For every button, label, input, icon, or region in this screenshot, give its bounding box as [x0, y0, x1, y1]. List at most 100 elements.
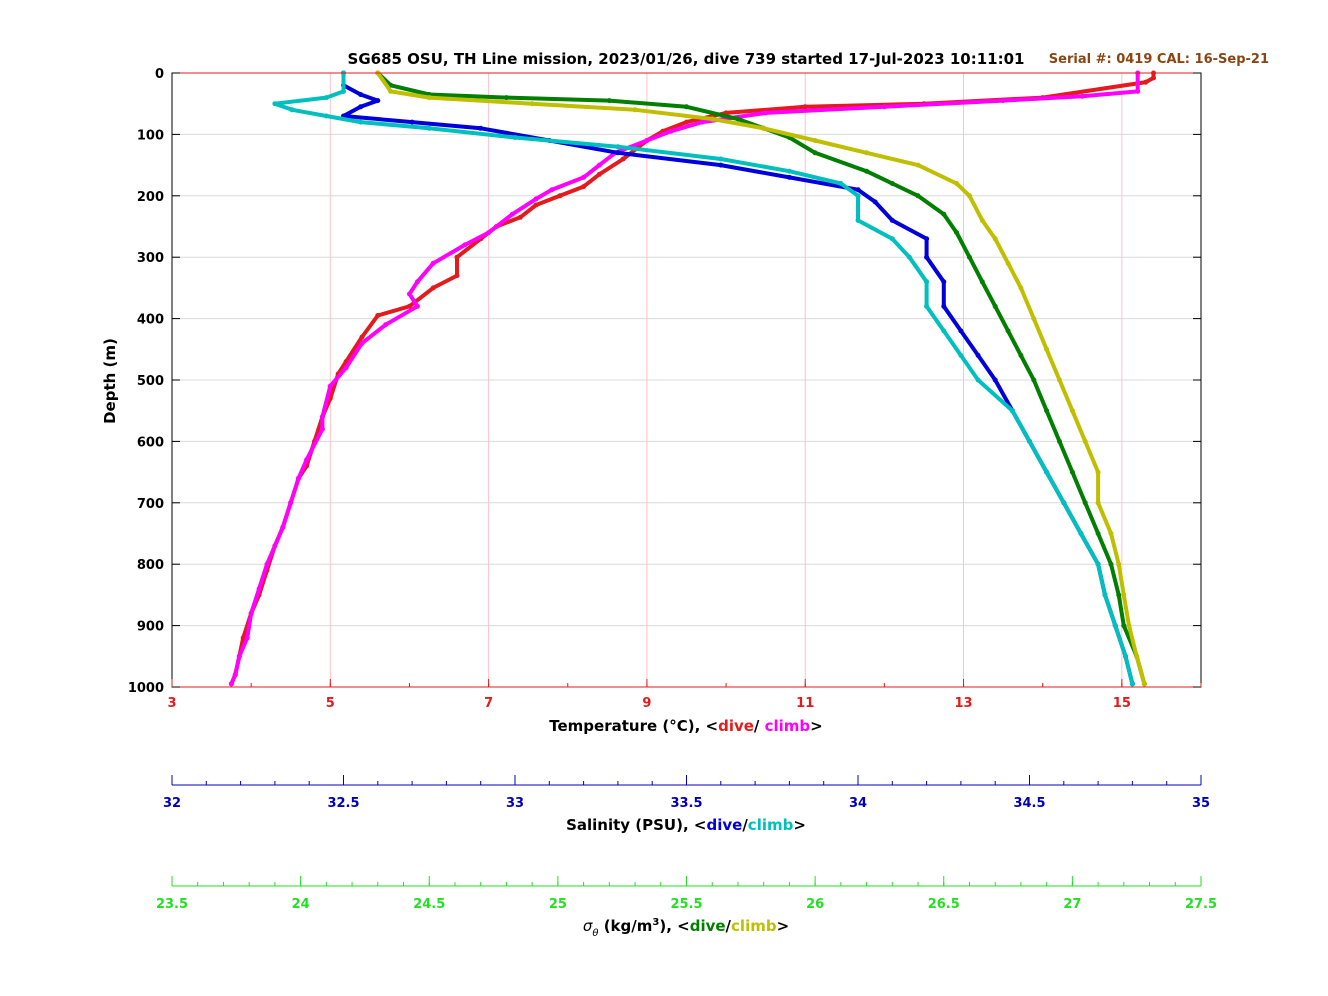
depth-tick-label: 700	[137, 497, 164, 512]
temperature-tick-label: 9	[642, 696, 651, 711]
salinity-sal_dive-point	[478, 125, 484, 131]
temperature-temp_climb-point	[668, 128, 674, 134]
temperature-temp_dive-point	[454, 273, 460, 279]
density-sig_dive-point	[1108, 561, 1114, 567]
density-sig_climb-point	[1095, 469, 1101, 475]
temperature-temp_climb-point	[264, 561, 270, 567]
temperature-temp_dive-point	[802, 104, 808, 110]
temperature-temp_dive-line	[229, 71, 1156, 686]
salinity-sal_climb-point	[924, 303, 930, 309]
salinity-sal_climb-point	[272, 101, 278, 107]
density-sig_climb-point	[992, 236, 998, 242]
salinity-sal_dive-line	[341, 71, 1135, 686]
salinity-sal_dive-point	[718, 162, 724, 168]
temperature-temp_dive-point	[684, 119, 689, 125]
density-sig_dive-point	[1044, 408, 1050, 414]
density-sig_dive-point	[889, 181, 895, 186]
temperature-temp_dive-point	[359, 334, 365, 340]
temperature-temp_climb-point	[430, 260, 436, 266]
salinity-sal_climb-point	[1078, 531, 1084, 536]
temperature-temp_climb-point	[462, 242, 468, 248]
temperature-temp_climb-point	[1079, 93, 1085, 99]
salinity-sal_dive-point	[615, 150, 621, 156]
temperature-temp_dive-point	[581, 184, 587, 190]
serial-label: Serial #: 0419 CAL: 16-Sep-21	[1049, 52, 1269, 67]
temperature-temp_dive-point	[557, 193, 563, 199]
temperature-temp_climb-point	[288, 500, 294, 506]
density-sig_climb-point	[1057, 377, 1062, 383]
density-sig_climb-point	[1044, 346, 1050, 352]
salinity-sal_climb-point	[615, 144, 621, 150]
salinity-sal_climb-point	[1027, 438, 1032, 444]
temperature-temp_dive-point	[430, 285, 436, 291]
density-sig_dive-point	[941, 211, 947, 217]
salinity-sal_climb-point	[855, 193, 861, 199]
salinity-sal_climb-point	[1061, 500, 1067, 506]
salinity-sal_climb-point	[323, 113, 329, 119]
y-axis-label: Depth (m)	[101, 338, 119, 424]
density-sig_climb-point	[632, 107, 638, 113]
salinity-tick-label: 34.5	[1013, 796, 1045, 811]
depth-tick-label: 100	[137, 128, 164, 143]
temperature-temp_climb-point	[319, 414, 325, 420]
temperature-temp_climb-point	[248, 610, 254, 616]
density-sig_climb-point	[1031, 316, 1037, 322]
density-sig_climb-point	[1141, 681, 1147, 687]
density-tick-label: 27	[1063, 897, 1081, 912]
salinity-sal_climb-point	[924, 279, 930, 285]
salinity-sal_climb-point	[1112, 623, 1118, 629]
temperature-temp_climb-point	[881, 104, 887, 110]
density-sig_dive-point	[503, 95, 509, 101]
temperature-temp_climb-point	[699, 119, 705, 125]
depth-tick-label: 400	[137, 313, 164, 328]
temperature-temp_climb-point	[644, 138, 650, 143]
salinity-sal_climb-point	[1009, 408, 1015, 414]
salinity-tick-label: 34	[849, 796, 867, 811]
temperature-temp_climb-point	[304, 457, 310, 463]
density-tick-label: 27.5	[1185, 897, 1217, 912]
temperature-temp_dive-point	[620, 156, 626, 162]
salinity-sal_climb-point	[358, 119, 364, 125]
temperature-temp_dive-point	[407, 303, 412, 309]
density-sig_climb-point	[954, 181, 960, 186]
temperature-temp_climb-point	[1135, 88, 1141, 94]
density-sig_dive-point	[915, 193, 921, 199]
density-tick-label: 26	[806, 897, 824, 912]
salinity-sal_dive-point	[358, 92, 364, 97]
density-sig_climb-point	[709, 116, 715, 122]
salinity-sal_dive-point	[358, 104, 364, 110]
density-sig_climb-point	[1018, 285, 1024, 291]
density-sig_dive-point	[967, 254, 972, 260]
salinity-sal_climb-point	[289, 107, 295, 113]
salinity-sal_dive-point	[375, 98, 381, 104]
salinity-sal_climb-point	[855, 217, 861, 223]
temperature-tick-label: 13	[954, 696, 972, 711]
grid	[171, 72, 1201, 688]
density-sig_climb-point	[1005, 260, 1011, 266]
density-sig_dive-point	[1116, 592, 1122, 598]
salinity-sal_climb-point	[341, 88, 346, 94]
depth-tick-label: 500	[137, 374, 164, 389]
temperature-temp_climb-point	[280, 524, 286, 530]
salinity-sal_dive-point	[941, 303, 947, 309]
density-sig_dive-point	[1005, 328, 1011, 334]
density-sig_climb-point	[426, 95, 432, 101]
salinity-sal_climb-point	[426, 125, 432, 131]
salinity-sal_climb-point	[975, 377, 981, 383]
salinity-tick-label: 35	[1192, 796, 1210, 811]
density-tick-label: 25.5	[670, 897, 702, 912]
temperature-temp_climb-point	[533, 196, 539, 202]
salinity-sal_climb-point	[1095, 561, 1101, 567]
depth-tick-label: 800	[137, 558, 164, 573]
temperature-temp_climb-point	[327, 383, 333, 389]
salinity-sal_climb-line	[272, 71, 1135, 686]
temperature-temp_climb-point	[509, 211, 515, 217]
salinity-sal_dive-point	[975, 352, 981, 358]
density-sig_climb-point	[812, 138, 818, 143]
salinity-axis-label: Salinity (PSU), <dive/climb>	[566, 816, 806, 834]
density-sig_dive-point	[1095, 531, 1101, 536]
salinity-tick-label: 32.5	[327, 796, 359, 811]
density-sig_climb-point	[1082, 438, 1088, 444]
density-sig_climb-point	[761, 125, 767, 131]
salinity-sal_climb-point	[1123, 653, 1128, 659]
